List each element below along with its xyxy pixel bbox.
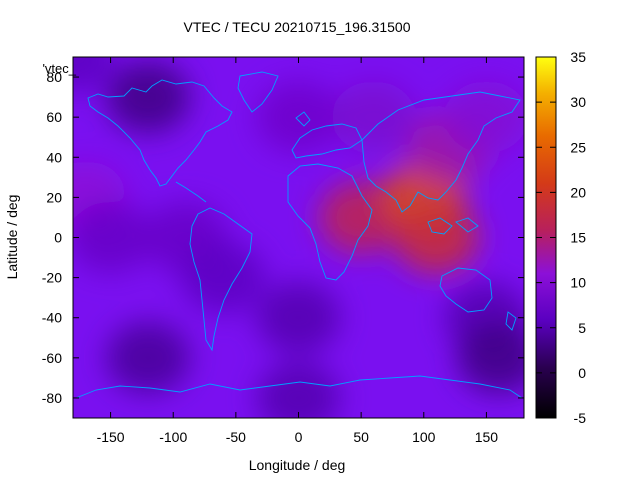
- colorbar-tick-label: 0: [578, 365, 586, 381]
- y-tick-label: 80: [46, 69, 62, 85]
- heatmap-cell: [331, 81, 416, 154]
- heatmap-cell: [106, 321, 191, 394]
- y-tick-label: 20: [46, 189, 62, 205]
- colorbar-tick-label: 30: [570, 94, 586, 110]
- y-tick-label: 60: [46, 109, 62, 125]
- y-tick-label: 0: [54, 230, 62, 246]
- y-tick-label: -60: [42, 350, 62, 366]
- heatmap-cell: [394, 201, 479, 274]
- heatmap-cell: [73, 57, 115, 93]
- heatmap-cells: [73, 57, 524, 418]
- x-axis-label: Longitude / deg: [249, 457, 346, 473]
- heatmap-cell: [256, 81, 341, 154]
- heatmap-cell: [256, 281, 341, 354]
- y-tick-label: -80: [42, 390, 62, 406]
- colorbar-tick-label: 5: [578, 320, 586, 336]
- colorbar-ticks: -5 0 5 10 15 20 25 30 35: [536, 49, 586, 426]
- heatmap-cell: [106, 61, 191, 134]
- colorbar-tick-label: 25: [570, 139, 586, 155]
- colorbar-tick-label: 10: [570, 275, 586, 291]
- heatmap-area: [73, 57, 524, 418]
- x-tick-label: 0: [295, 429, 303, 445]
- y-axis-ticks: -80 -60 -40 -20 0 20 40 60 80: [42, 69, 524, 406]
- y-tick-label: 40: [46, 149, 62, 165]
- x-tick-label: -50: [226, 429, 246, 445]
- colorbar-tick-label: -5: [574, 410, 587, 426]
- x-tick-label: -150: [97, 429, 125, 445]
- x-tick-label: 50: [353, 429, 369, 445]
- heatmap-cell: [181, 241, 266, 314]
- heatmap-cell: [73, 201, 153, 274]
- y-axis-label: Latitude / deg: [4, 195, 20, 280]
- colorbar-tick-label: 20: [570, 184, 586, 200]
- x-tick-label: 100: [412, 429, 436, 445]
- heatmap-cell: [256, 361, 341, 418]
- coastlines: [75, 71, 523, 399]
- y-tick-label: -40: [42, 310, 62, 326]
- x-tick-label: 150: [475, 429, 499, 445]
- chart-title: VTEC / TECU 20210715_196.31500: [183, 19, 410, 35]
- colorbar-tick-label: 15: [570, 230, 586, 246]
- heatmap-cell: [444, 81, 524, 154]
- colorbar-tick-label: 35: [570, 49, 586, 65]
- x-tick-label: -100: [159, 429, 187, 445]
- y-tick-label: -20: [42, 270, 62, 286]
- heatmap-cell: [456, 321, 524, 394]
- key-label: 'vtec_: [42, 61, 76, 76]
- x-axis-ticks: -150 -100 -50 0 50 100 150: [97, 57, 499, 445]
